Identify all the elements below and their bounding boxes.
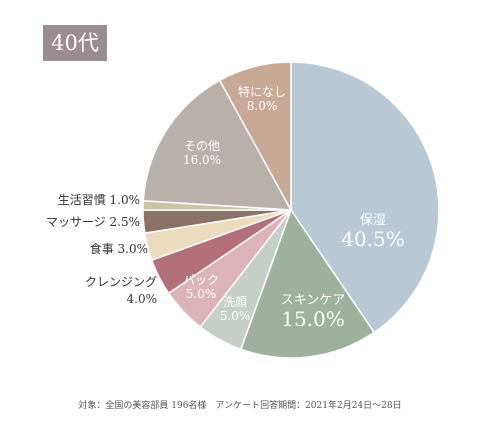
slice-label-6: マッサージ 2.5% (46, 215, 140, 229)
slice-label-5: 食事 3.0% (90, 241, 148, 256)
pie-labels: 保湿40.5%スキンケア15.0%洗顔5.0%パック5.0%クレンジング4.0%… (46, 84, 405, 331)
survey-footnote: 対象：全国の美容部員 196名様 アンケート回答期間：2021年2月24日〜28… (78, 401, 402, 411)
slice-label-7: 生活習慣 1.0% (58, 192, 140, 207)
slice-label-percent-8: 16.0% (183, 153, 221, 167)
slice-label-name-2: 洗顔 (223, 294, 247, 309)
pie-slice-1 (239, 208, 376, 359)
pie-slices (142, 61, 440, 359)
slice-label-name-8: その他 (184, 139, 220, 153)
slice-label-name-4: クレンジング (85, 275, 157, 289)
slice-label-name-9: 特になし (238, 84, 286, 99)
slice-label-percent-2: 5.0% (220, 309, 251, 323)
slice-label-percent-1: 15.0% (281, 307, 345, 331)
slice-label-percent-4: 4.0% (127, 292, 158, 306)
slice-label-percent-0: 40.5% (341, 227, 405, 251)
age-group-badge: 40代 (43, 25, 107, 61)
pie-slice-8 (142, 79, 293, 211)
pie-slice-9 (218, 61, 292, 211)
slice-label-percent-3: 5.0% (186, 287, 217, 301)
slice-label-name-1: スキンケア (281, 293, 346, 308)
pie-slice-0 (290, 61, 440, 334)
slice-label-percent-9: 8.0% (247, 99, 278, 113)
slice-label-name-0: 保湿 (360, 213, 386, 228)
slice-label-name-3: パック (183, 273, 219, 287)
